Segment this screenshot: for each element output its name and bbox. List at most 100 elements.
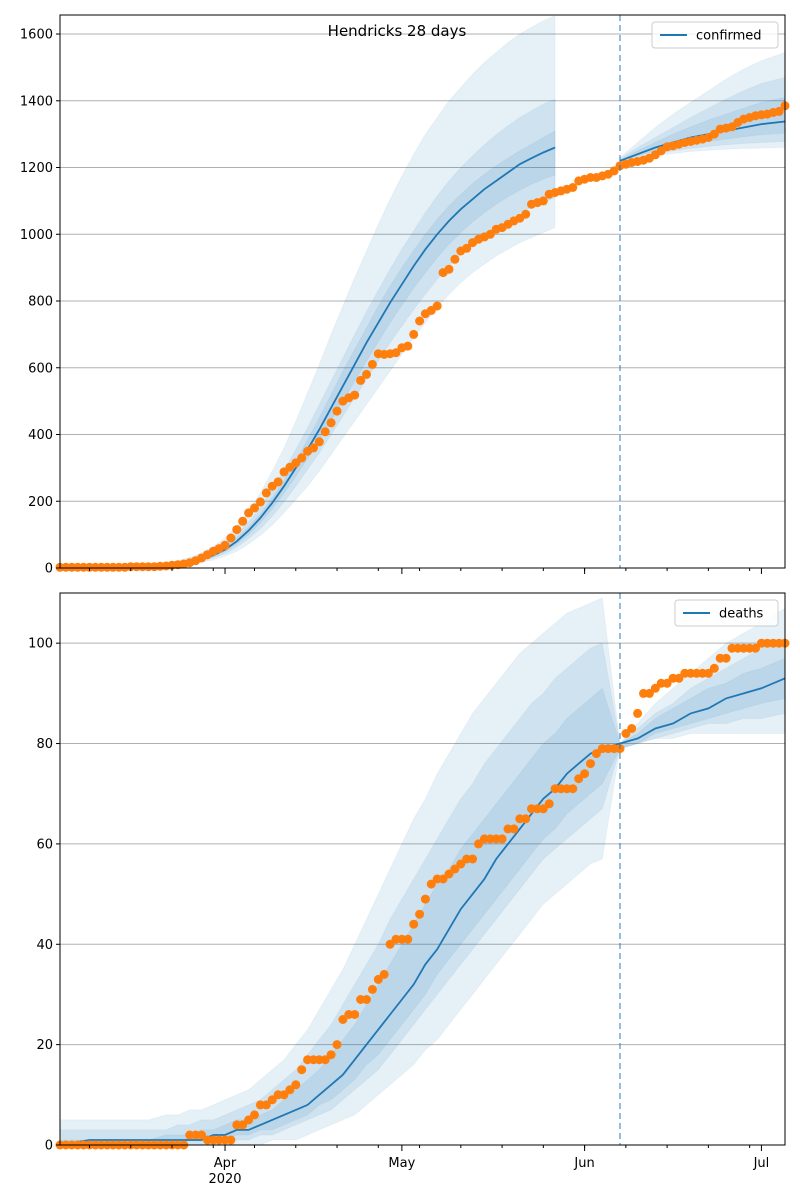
observed-point bbox=[332, 406, 342, 416]
observed-point bbox=[644, 688, 654, 698]
observed-point bbox=[662, 678, 672, 688]
legend-box bbox=[674, 599, 779, 627]
observed-point bbox=[291, 458, 301, 468]
x-tick-label: Apr bbox=[214, 1156, 237, 1171]
observed-point bbox=[415, 316, 425, 326]
observed-point bbox=[509, 824, 519, 834]
y-tick-label: 40 bbox=[36, 938, 53, 953]
observed-point bbox=[391, 348, 401, 358]
x-tick-label: Jun bbox=[573, 1156, 594, 1171]
model-line-segment bbox=[59, 677, 786, 1146]
observed-point bbox=[450, 254, 460, 264]
observed-point bbox=[320, 1055, 330, 1065]
observed-point bbox=[379, 969, 389, 979]
observed-point bbox=[538, 804, 548, 814]
y-tick-label: 400 bbox=[28, 428, 53, 443]
y-tick-label: 80 bbox=[36, 737, 53, 752]
observed-point bbox=[403, 341, 413, 351]
observed-point bbox=[232, 525, 242, 535]
y-tick-label: 600 bbox=[28, 361, 53, 376]
y-tick-label: 100 bbox=[28, 637, 53, 652]
observed-point bbox=[444, 869, 454, 879]
axes-frame bbox=[59, 14, 786, 569]
observed-point bbox=[538, 196, 548, 206]
observed-point bbox=[586, 759, 595, 769]
observed-point bbox=[220, 540, 230, 550]
observed-point bbox=[521, 814, 531, 824]
observed-point bbox=[432, 301, 442, 311]
x-tick-label: May bbox=[388, 1156, 415, 1171]
y-tick-label: 1600 bbox=[20, 28, 53, 43]
observed-point bbox=[650, 683, 660, 693]
observed-point bbox=[751, 643, 760, 653]
observed-point bbox=[338, 1015, 348, 1024]
observed-point bbox=[474, 839, 483, 849]
observed-point bbox=[297, 453, 307, 463]
y-tick-label: 20 bbox=[36, 1038, 53, 1053]
observed-point bbox=[609, 166, 619, 176]
observed-point bbox=[367, 359, 377, 369]
deaths-legend: deaths bbox=[674, 599, 779, 627]
observed-point bbox=[291, 1080, 301, 1090]
legend-label-deaths: deaths bbox=[719, 607, 764, 622]
observed-point bbox=[273, 477, 283, 487]
observed-point bbox=[309, 443, 318, 453]
observed-point bbox=[462, 243, 472, 253]
observed-point bbox=[197, 1130, 206, 1140]
observed-point bbox=[267, 1095, 277, 1105]
observed-point bbox=[373, 974, 383, 984]
observed-point bbox=[674, 673, 684, 683]
observed-point bbox=[350, 390, 360, 400]
observed-point bbox=[326, 1050, 336, 1060]
observed-point bbox=[403, 934, 413, 944]
observed-point bbox=[468, 854, 478, 864]
y-tick-label: 1200 bbox=[20, 161, 53, 176]
observed-point bbox=[314, 437, 324, 447]
y-tick-label: 0 bbox=[45, 562, 53, 577]
observed-point bbox=[568, 183, 578, 192]
deaths-model-line bbox=[59, 677, 786, 1146]
observed-point bbox=[544, 799, 554, 809]
observed-point bbox=[362, 369, 371, 379]
observed-point bbox=[350, 1010, 360, 1019]
observed-point bbox=[250, 503, 259, 513]
observed-point bbox=[450, 864, 460, 874]
observed-point bbox=[444, 264, 454, 274]
x-tick-label: Jul bbox=[753, 1156, 770, 1171]
observed-point bbox=[385, 939, 395, 949]
observed-point bbox=[627, 724, 637, 733]
observed-point bbox=[356, 375, 366, 385]
observed-point bbox=[568, 784, 578, 794]
y-tick-label: 0 bbox=[45, 1139, 53, 1154]
deaths-y-ticks: 0 20 40 60 80 100 bbox=[28, 637, 60, 1154]
observed-point bbox=[485, 229, 495, 239]
observed-point bbox=[456, 859, 466, 869]
confirmed-x-ticks bbox=[88, 568, 762, 574]
observed-point bbox=[226, 533, 236, 543]
confirmed-y-ticks: 0 200 400 600 800 1000 1200 1400 1600 bbox=[20, 28, 60, 577]
observed-point bbox=[409, 919, 419, 929]
observed-point bbox=[774, 106, 784, 116]
observed-point bbox=[426, 879, 436, 889]
observed-point bbox=[591, 749, 601, 759]
confirmed-legend: confirmed bbox=[651, 21, 779, 49]
observed-point bbox=[633, 708, 643, 718]
deaths-x-ticks bbox=[88, 1145, 762, 1151]
y-tick-label: 800 bbox=[28, 295, 53, 310]
observed-point bbox=[297, 1065, 307, 1075]
y-tick-label: 200 bbox=[28, 495, 53, 510]
observed-point bbox=[250, 1110, 259, 1120]
legend-box bbox=[651, 21, 779, 49]
uncertainty-band bbox=[59, 14, 556, 569]
observed-point bbox=[279, 1090, 289, 1100]
observed-point bbox=[285, 1085, 295, 1095]
observed-point bbox=[367, 984, 377, 994]
y-tick-label: 60 bbox=[36, 837, 53, 852]
observed-point bbox=[580, 769, 590, 779]
deaths-axes-frame bbox=[59, 592, 786, 1146]
